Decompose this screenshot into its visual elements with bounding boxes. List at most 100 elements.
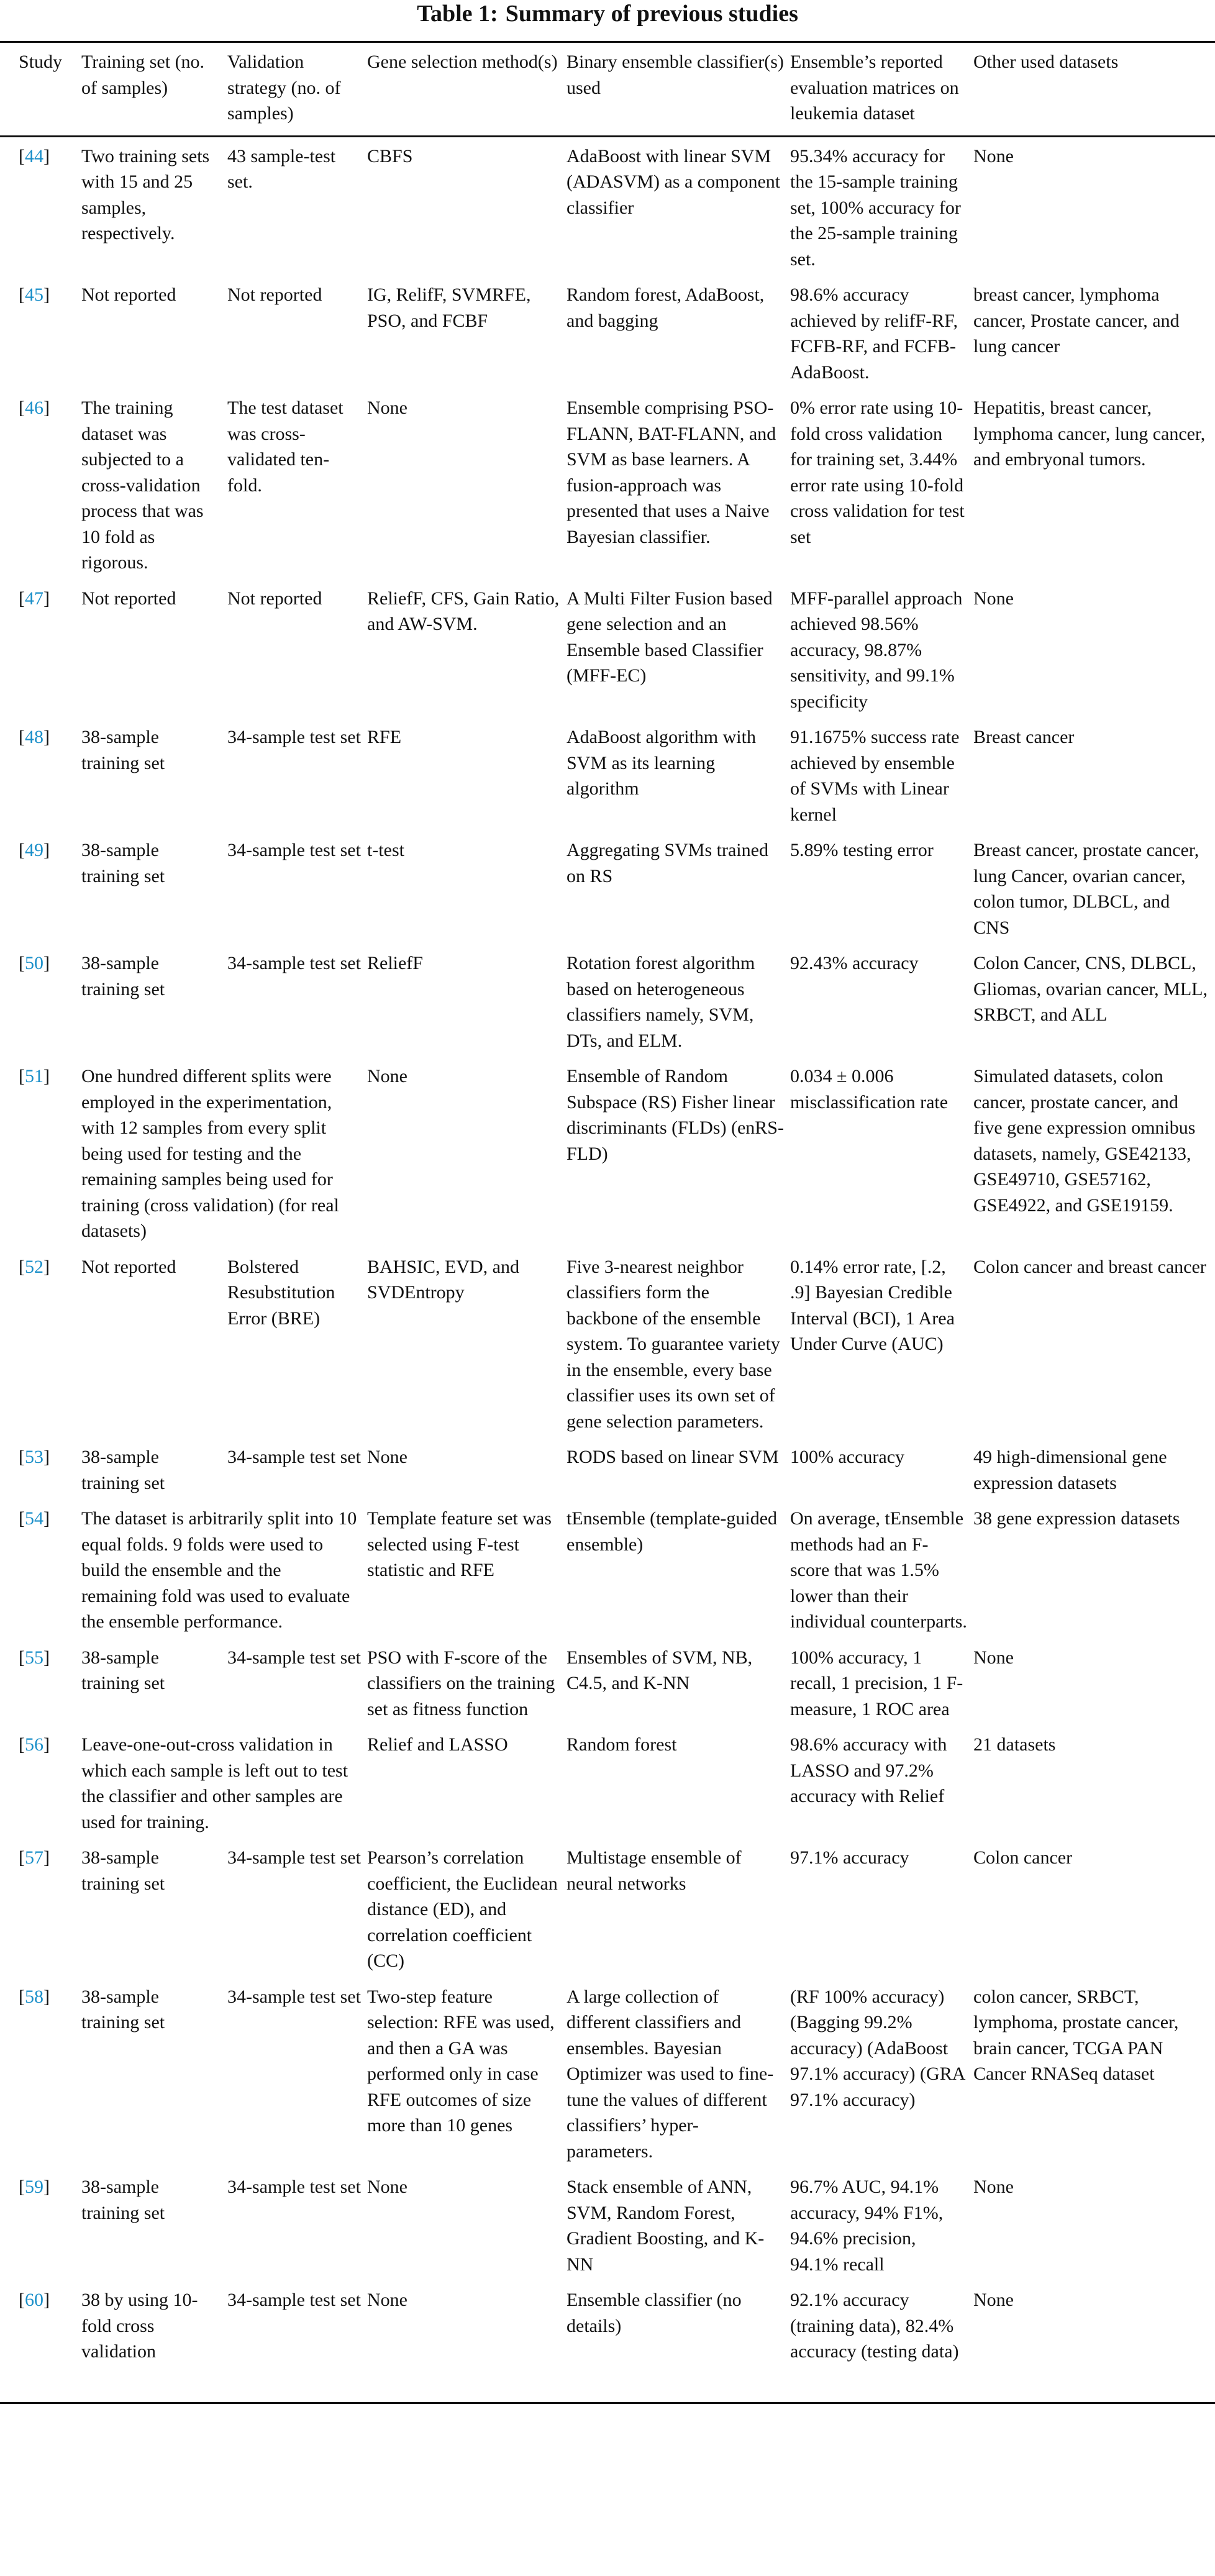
metrics-cell: (RF 100% accuracy) (Bagging 99.2% accura… [790, 1986, 965, 2110]
classifier-cell: Ensemble classifier (no details) [567, 2290, 742, 2336]
reference-link[interactable]: 54 [25, 1508, 43, 1529]
metrics-cell: 0.034 ± 0.006 misclassification rate [790, 1066, 949, 1113]
table-row: [48] 38-sample training set 34-sample test… [0, 718, 1215, 831]
metrics-cell: 100% accuracy [790, 1447, 905, 1467]
other-datasets-cell: breast cancer, lymphoma cancer, Prostate… [973, 284, 1180, 357]
reference-link[interactable]: 44 [25, 145, 43, 166]
other-datasets-cell: Hepatitis, breast cancer, lymphoma cance… [973, 398, 1206, 470]
classifier-cell: RODS based on linear SVM [567, 1447, 779, 1467]
header-row: Study Training set (no. of samples) Vali… [0, 42, 1215, 136]
gene-selection-cell: None [367, 2290, 407, 2310]
header-classifier: Binary ensemble classifier(s) used [567, 52, 784, 98]
other-datasets-cell: Simulated datasets, colon cancer, prosta… [973, 1066, 1196, 1216]
header-validation-strategy: Validation strategy (no. of samples) [227, 52, 341, 124]
classifier-cell: Five 3-nearest neighbor classifiers form… [567, 1256, 780, 1432]
gene-selection-cell: None [367, 2177, 407, 2197]
reference-link[interactable]: 47 [25, 588, 43, 609]
table-row: [50] 38-sample training set 34-sample test… [0, 944, 1215, 1057]
header-gene-selection: Gene selection method(s) [367, 52, 558, 72]
training-set-cell: 38-sample training set [81, 840, 165, 886]
validation-cell: 43 sample-test set. [227, 145, 336, 193]
table-row: [52] Not reported Bolstered Resubstitution… [0, 1248, 1215, 1439]
other-datasets-cell: Colon cancer [973, 1847, 1073, 1868]
table-label: Table 1: [417, 1, 498, 27]
reference-link[interactable]: 60 [25, 2290, 43, 2310]
gene-selection-cell: IG, RelifF, SVMRFE, PSO, and FCBF [367, 284, 531, 331]
study-cell: [50] [19, 953, 50, 973]
study-cell: [60] [19, 2290, 50, 2310]
table-row: [56] Leave-one-out-cross validation in wh… [0, 1726, 1215, 1839]
metrics-cell: On average, tEnsemble methods had an F-s… [790, 1508, 967, 1632]
reference-link[interactable]: 50 [25, 953, 43, 973]
other-datasets-cell: 49 high-dimensional gene expression data… [973, 1447, 1167, 1493]
table-row: [53] 38-sample training set 34-sample test… [0, 1438, 1215, 1500]
table-row: [44] Two training sets with 15 and 25 sam… [0, 136, 1215, 276]
training-set-cell: Two training sets with 15 and 25 samples… [81, 145, 210, 244]
gene-selection-cell: None [367, 1447, 407, 1467]
header-study: Study [19, 52, 63, 72]
classifier-cell: Aggregating SVMs trained on RS [567, 840, 768, 886]
reference-link[interactable]: 57 [25, 1847, 43, 1868]
reference-link[interactable]: 51 [25, 1066, 43, 1086]
training-set-cell: Not reported [81, 1256, 176, 1277]
gene-selection-cell: t-test [367, 840, 404, 860]
validation-cell: Not reported [227, 588, 322, 609]
study-cell: [44] [19, 145, 50, 166]
reference-link[interactable]: 45 [25, 284, 43, 305]
table-title: Summary of previous studies [505, 1, 798, 27]
reference-link[interactable]: 52 [25, 1256, 43, 1277]
reference-link[interactable]: 46 [25, 398, 43, 418]
validation-cell: Not reported [227, 284, 322, 305]
metrics-cell: 91.1675% success rate achieved by ensemb… [790, 727, 960, 825]
metrics-cell: 0.14% error rate, [.2, .9] Bayesian Cred… [790, 1256, 955, 1355]
table-row: [46] The training dataset was subjected t… [0, 389, 1215, 580]
other-datasets-cell: Colon Cancer, CNS, DLBCL, Gliomas, ovari… [973, 953, 1208, 1025]
table-row: [57] 38-sample training set 34-sample test… [0, 1839, 1215, 1978]
metrics-cell: 5.89% testing error [790, 840, 934, 860]
training-set-cell: 38-sample training set [81, 1986, 165, 2033]
gene-selection-cell: Two-step feature selection: RFE was used… [367, 1986, 555, 2136]
validation-cell: 34-sample test set [227, 1986, 361, 2007]
other-datasets-cell: None [973, 2177, 1014, 2197]
gene-selection-cell: PSO with F-score of the classifiers on t… [367, 1647, 555, 1719]
training-set-cell: 38-sample training set [81, 1847, 165, 1894]
study-cell: [54] [19, 1508, 50, 1529]
other-datasets-cell: colon cancer, SRBCT, lymphoma, prostate … [973, 1986, 1179, 2085]
table-row: [51] One hundred different splits were em… [0, 1057, 1215, 1248]
reference-link[interactable]: 48 [25, 727, 43, 747]
header-other-datasets: Other used datasets [973, 52, 1119, 72]
classifier-cell: Ensemble of Random Subspace (RS) Fisher … [567, 1066, 784, 1164]
validation-cell: 34-sample test set [227, 727, 361, 747]
classifier-cell: Ensembles of SVM, NB, C4.5, and K-NN [567, 1647, 753, 1694]
classifier-cell: tEnsemble (template-guided ensemble) [567, 1508, 778, 1555]
classifier-cell: Random forest, AdaBoost, and bagging [567, 284, 765, 331]
metrics-cell: 100% accuracy, 1 recall, 1 precision, 1 … [790, 1647, 963, 1719]
study-cell: [46] [19, 398, 50, 418]
gene-selection-cell: Relief and LASSO [367, 1734, 508, 1755]
metrics-cell: 98.6% accuracy achieved by relifF-RF, FC… [790, 284, 958, 383]
classifier-cell: A large collection of different classifi… [567, 1986, 774, 2162]
table-caption: Table 1: Summary of previous studies [0, 0, 1215, 41]
other-datasets-cell: None [973, 588, 1014, 609]
study-cell: [57] [19, 1847, 50, 1868]
study-cell: [49] [19, 840, 50, 860]
metrics-cell: MFF-parallel approach achieved 98.56% ac… [790, 588, 963, 712]
classifier-cell: Rotation forest algorithm based on heter… [567, 953, 755, 1051]
reference-link[interactable]: 56 [25, 1734, 43, 1755]
validation-cell: The test dataset was cross-validated ten… [227, 398, 344, 496]
study-cell: [52] [19, 1256, 50, 1277]
classifier-cell: Multistage ensemble of neural networks [567, 1847, 742, 1894]
table-row: [45] Not reported Not reported IG, RelifF, … [0, 276, 1215, 389]
validation-cell: Bolstered Resubstitution Error (BRE) [227, 1256, 335, 1329]
gene-selection-cell: RFE [367, 727, 402, 747]
reference-link[interactable]: 58 [25, 1986, 43, 2007]
training-set-cell: 38 by using 10-fold cross validation [81, 2290, 198, 2362]
reference-link[interactable]: 59 [25, 2177, 43, 2197]
gene-selection-cell: ReliefF, CFS, Gain Ratio, and AW-SVM. [367, 588, 560, 635]
training-set-cell: 38-sample training set [81, 1447, 165, 1493]
reference-link[interactable]: 49 [25, 840, 43, 860]
metrics-cell: 92.43% accuracy [790, 953, 919, 973]
reference-link[interactable]: 53 [25, 1447, 43, 1467]
study-cell: [56] [19, 1734, 50, 1755]
reference-link[interactable]: 55 [25, 1647, 43, 1668]
